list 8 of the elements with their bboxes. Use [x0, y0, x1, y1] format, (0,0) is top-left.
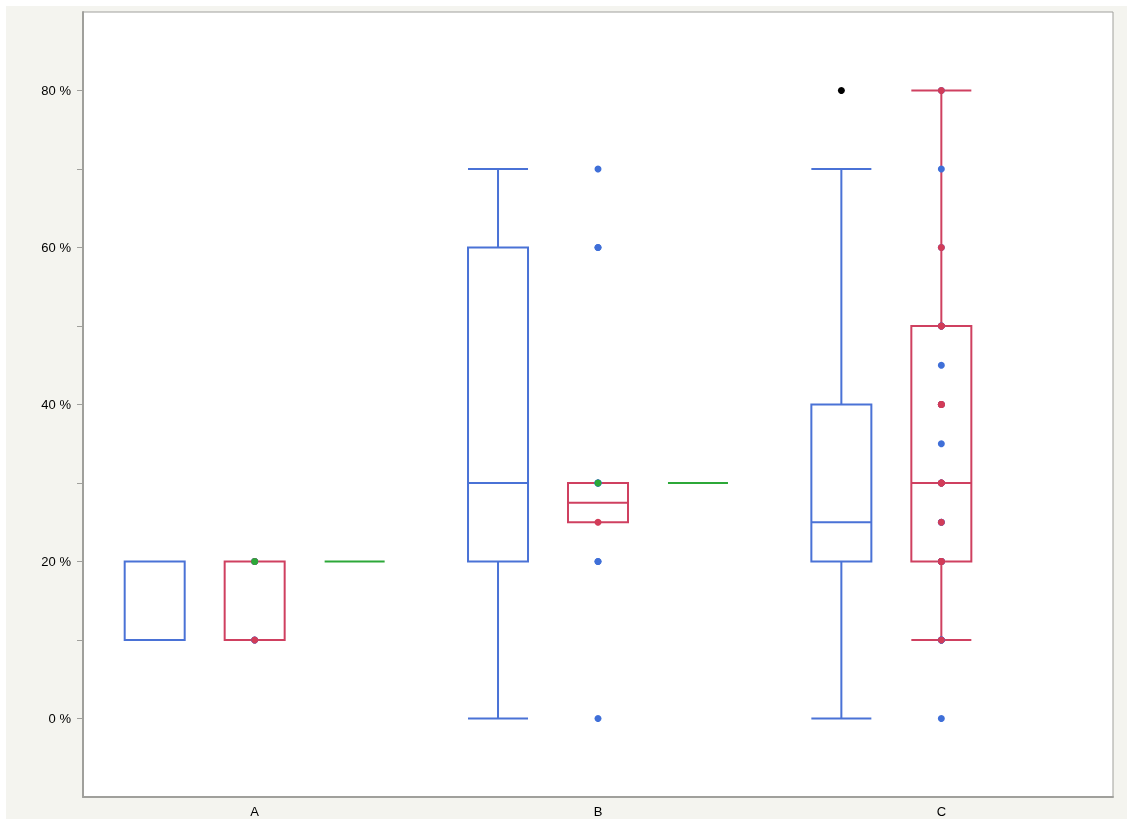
y-tick-label: 0 % [48, 711, 72, 726]
y-tick-label: 20 % [41, 554, 72, 569]
y-tick-label: 40 % [41, 397, 72, 412]
x-tick-label: A [250, 804, 260, 819]
x-tick-label: B [593, 804, 603, 819]
x-tick-label: C [936, 804, 947, 819]
y-tick-label: 60 % [41, 240, 72, 255]
y-tick-label: 80 % [41, 83, 72, 98]
